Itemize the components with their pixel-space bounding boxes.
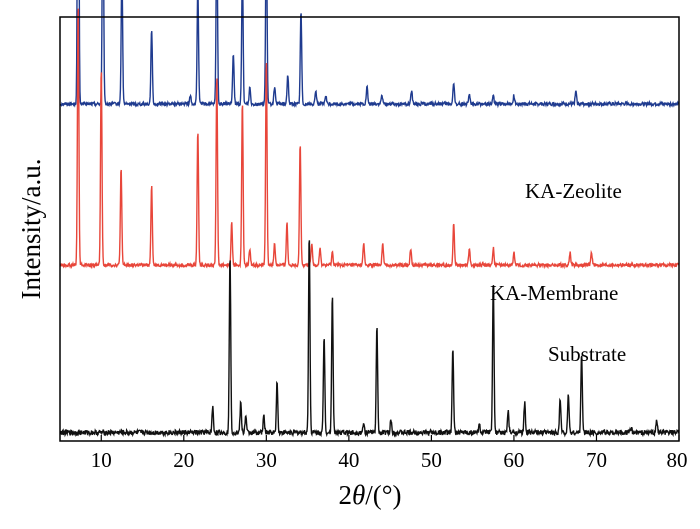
series-line-substrate bbox=[59, 240, 680, 438]
x-tick-label: 20 bbox=[173, 448, 194, 472]
x-axis-title: 2θ/(°) bbox=[338, 480, 401, 510]
x-ticks: 10 20 30 40 50 60 70 80 bbox=[91, 435, 688, 472]
series-label-substrate: Substrate bbox=[548, 342, 626, 366]
x-tick-label: 40 bbox=[338, 448, 359, 472]
x-axis-title-prefix: 2 bbox=[338, 480, 352, 510]
series-label-zeolite: KA-Zeolite bbox=[525, 179, 622, 203]
x-axis-title-suffix: /(°) bbox=[365, 480, 401, 510]
x-tick-label: 80 bbox=[667, 448, 688, 472]
x-tick-label: 50 bbox=[421, 448, 442, 472]
series-layer bbox=[59, 0, 680, 438]
x-tick-label: 60 bbox=[503, 448, 524, 472]
plot-frame bbox=[59, 16, 680, 442]
x-tick-label: 30 bbox=[256, 448, 277, 472]
series-line-ka-zeolite bbox=[59, 0, 680, 109]
series-line-ka-membrane bbox=[60, 8, 680, 270]
x-tick-label: 10 bbox=[91, 448, 112, 472]
y-axis-title: Intensity/a.u. bbox=[16, 159, 46, 300]
x-tick-label: 70 bbox=[586, 448, 607, 472]
x-axis-title-theta: θ bbox=[352, 480, 365, 510]
series-label-membrane: KA-Membrane bbox=[490, 281, 618, 305]
